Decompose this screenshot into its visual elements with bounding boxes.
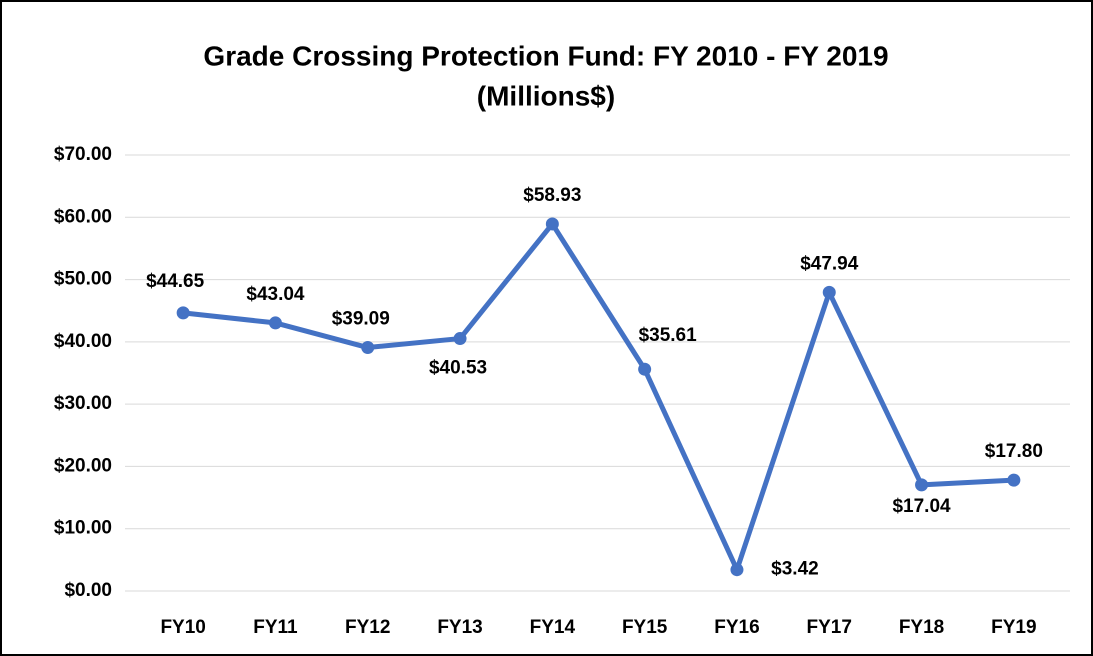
data-label: $47.94 bbox=[800, 253, 859, 274]
chart-subtitle: (Millions$) bbox=[477, 80, 615, 111]
marker bbox=[361, 341, 375, 355]
data-label: $3.42 bbox=[771, 559, 819, 580]
y-tick-label: $0.00 bbox=[64, 580, 112, 601]
line bbox=[182, 221, 1014, 573]
y-tick-label: $20.00 bbox=[54, 455, 112, 476]
x-tick-label: FY11 bbox=[253, 617, 298, 638]
y-tick-label: $70.00 bbox=[54, 144, 112, 165]
y-tick-label: $30.00 bbox=[54, 393, 112, 414]
data-label: $39.09 bbox=[332, 309, 390, 330]
data-label: $40.53 bbox=[429, 358, 487, 379]
x-tick-label: FY16 bbox=[714, 617, 759, 638]
marker bbox=[638, 362, 652, 376]
x-tick-label: FY17 bbox=[807, 617, 852, 638]
data-label: $35.61 bbox=[639, 325, 698, 346]
y-tick-label: $50.00 bbox=[54, 269, 112, 290]
x-tick-label: FY13 bbox=[437, 617, 482, 638]
x-tick-label: FY10 bbox=[160, 617, 205, 638]
marker bbox=[915, 478, 929, 492]
x-tick-label: FY12 bbox=[345, 617, 390, 638]
x-tick-label: FY19 bbox=[991, 617, 1036, 638]
y-tick-label: $60.00 bbox=[54, 206, 112, 227]
marker bbox=[545, 217, 559, 231]
marker bbox=[822, 285, 836, 299]
chart-title: Grade Crossing Protection Fund: FY 2010 … bbox=[203, 40, 888, 71]
data-label: $17.04 bbox=[892, 496, 951, 517]
x-tick-label: FY18 bbox=[899, 617, 944, 638]
marker bbox=[176, 306, 190, 320]
marker bbox=[1007, 473, 1021, 487]
marker bbox=[730, 563, 744, 577]
x-tick-label: FY15 bbox=[622, 617, 668, 638]
y-tick-label: $40.00 bbox=[54, 331, 112, 352]
data-label: $17.80 bbox=[985, 441, 1043, 462]
x-tick-label: FY14 bbox=[530, 617, 576, 638]
marker bbox=[453, 332, 467, 346]
data-label: $43.04 bbox=[246, 284, 305, 305]
marker bbox=[268, 316, 282, 330]
data-label: $58.93 bbox=[523, 185, 581, 206]
y-tick-label: $10.00 bbox=[54, 518, 112, 539]
data-label: $44.65 bbox=[146, 271, 205, 292]
